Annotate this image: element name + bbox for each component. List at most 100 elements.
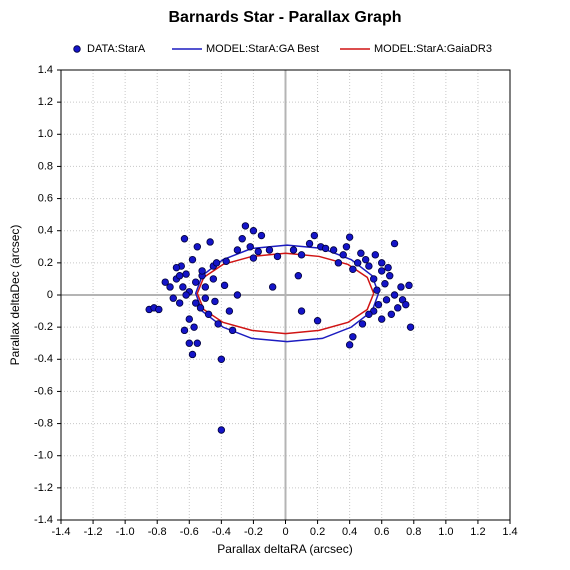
data-point bbox=[155, 305, 163, 314]
data-point bbox=[246, 243, 254, 251]
data-point bbox=[196, 304, 205, 312]
data-point bbox=[175, 299, 184, 307]
x-tick-label: -0.8 bbox=[148, 526, 167, 538]
x-tick-label: -0.4 bbox=[212, 526, 231, 538]
data-point bbox=[201, 294, 210, 302]
data-point bbox=[386, 272, 394, 280]
y-axis-title: Parallax deltaDec (arcsec) bbox=[8, 225, 22, 366]
legend: DATA:StarA MODEL:StarA:GA Best MODEL:StarA… bbox=[73, 43, 492, 55]
data-point bbox=[342, 243, 351, 251]
data-point bbox=[225, 307, 234, 315]
data-point bbox=[172, 263, 181, 272]
grid: -1.4 -1.2 -1.0 -0.8 -0.6 -0.4 -0.2 0 0.2 0.4 0.6 0.… bbox=[34, 64, 518, 538]
data-point bbox=[193, 243, 202, 251]
data-point bbox=[265, 246, 274, 254]
data-point bbox=[289, 246, 298, 254]
y-tick-label: 0.6 bbox=[38, 192, 53, 204]
data-point bbox=[365, 310, 373, 318]
chart-title: Barnards Star - Parallax Graph bbox=[169, 9, 402, 26]
data-point bbox=[220, 281, 229, 290]
data-point bbox=[188, 255, 197, 264]
data-point bbox=[233, 246, 242, 254]
data-point bbox=[233, 291, 242, 299]
y-tick-label: -1.0 bbox=[34, 450, 53, 462]
data-point bbox=[175, 272, 184, 280]
data-point bbox=[378, 259, 386, 267]
y-tick-label: 0.8 bbox=[38, 160, 53, 172]
data-point bbox=[345, 341, 354, 349]
data-point bbox=[394, 304, 402, 312]
x-tick-label: 1.0 bbox=[438, 526, 453, 538]
data-point bbox=[294, 272, 303, 280]
legend-label: DATA:StarA bbox=[87, 43, 146, 55]
x-tick-label: 0.4 bbox=[342, 526, 357, 538]
data-point bbox=[313, 317, 322, 325]
data-point bbox=[273, 252, 282, 261]
legend-swatch bbox=[73, 45, 81, 53]
data-point bbox=[390, 291, 399, 299]
data-point bbox=[257, 231, 266, 240]
data-point bbox=[179, 283, 187, 291]
data-point bbox=[406, 323, 415, 331]
x-tick-label: -1.2 bbox=[84, 526, 103, 538]
plot-border bbox=[60, 69, 511, 521]
data-point bbox=[329, 246, 338, 254]
data-point bbox=[297, 251, 306, 259]
data-point bbox=[201, 283, 210, 291]
data-point bbox=[191, 299, 200, 307]
data-point bbox=[387, 310, 396, 318]
data-point bbox=[249, 254, 258, 262]
data-point bbox=[212, 259, 221, 267]
x-tick-label: -0.2 bbox=[244, 526, 263, 538]
data-point bbox=[405, 281, 413, 290]
data-point bbox=[384, 263, 392, 272]
data-point bbox=[188, 350, 197, 359]
data-point bbox=[222, 257, 230, 265]
x-tick-label: 0.2 bbox=[310, 526, 325, 538]
data-point bbox=[204, 310, 213, 318]
data-point bbox=[345, 233, 354, 241]
x-tick-label: -1.4 bbox=[52, 526, 71, 538]
data-point bbox=[339, 251, 347, 259]
data-point bbox=[357, 249, 365, 257]
x-tick-label: 0.6 bbox=[374, 526, 389, 538]
data-point bbox=[310, 231, 319, 240]
data-point bbox=[182, 291, 190, 299]
data-point bbox=[180, 235, 189, 243]
data-point bbox=[211, 297, 219, 306]
y-tick-label: -0.4 bbox=[34, 353, 53, 365]
x-tick-label: -1.0 bbox=[116, 526, 135, 538]
y-tick-label: -0.6 bbox=[34, 385, 53, 397]
data-point bbox=[297, 307, 306, 315]
y-tick-label: 1.4 bbox=[38, 64, 53, 76]
data-point bbox=[214, 320, 222, 328]
x-axis-title: Parallax deltaRA (arcsec) bbox=[217, 542, 352, 556]
data-point bbox=[374, 300, 383, 309]
data-point bbox=[402, 300, 410, 309]
data-point bbox=[182, 270, 190, 278]
data-point bbox=[249, 227, 258, 235]
x-tick-label: 1.4 bbox=[502, 526, 517, 538]
x-tick-label: 0 bbox=[282, 526, 288, 538]
legend-label: MODEL:StarA:GA Best bbox=[206, 43, 319, 55]
data-point bbox=[254, 247, 262, 256]
data-point bbox=[349, 333, 357, 341]
data-point bbox=[180, 326, 189, 335]
data-point bbox=[241, 222, 250, 230]
data-point bbox=[361, 255, 370, 264]
y-tick-label: 1.0 bbox=[38, 128, 53, 140]
data-point bbox=[397, 283, 405, 291]
data-point bbox=[161, 278, 169, 286]
data-point bbox=[382, 296, 391, 304]
y-tick-label: 0.2 bbox=[38, 257, 53, 269]
data-point bbox=[209, 275, 218, 283]
data-point bbox=[378, 315, 386, 323]
x-tick-label: 1.2 bbox=[470, 526, 485, 538]
marks bbox=[145, 222, 415, 434]
data-point bbox=[198, 267, 206, 275]
data-point bbox=[217, 355, 226, 363]
data-point bbox=[217, 426, 226, 434]
legend-label: MODEL:StarA:GaiaDR3 bbox=[374, 43, 492, 55]
data-point bbox=[206, 238, 214, 246]
